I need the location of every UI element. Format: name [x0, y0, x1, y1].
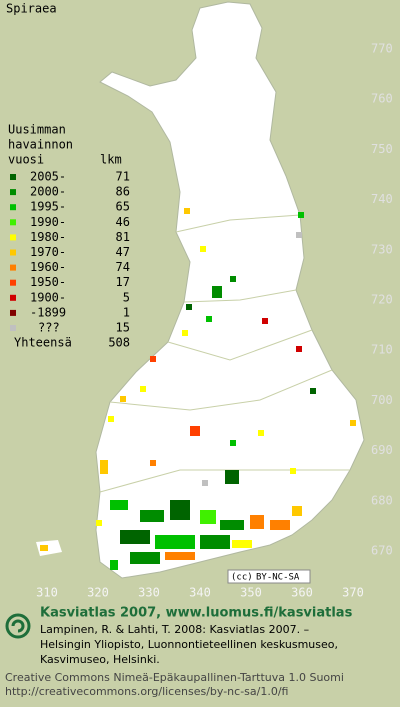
x-grid-label: 350 [240, 586, 262, 600]
legend-label: -1899 [30, 305, 66, 319]
y-grid-label: 670 [371, 544, 393, 558]
legend-swatch [10, 219, 16, 226]
x-grid-label: 330 [138, 586, 160, 600]
legend-swatch [10, 264, 16, 271]
x-grid-label: 360 [291, 586, 313, 600]
x-grid-label: 370 [342, 586, 364, 600]
y-grid-label: 680 [371, 493, 393, 507]
map-title: Spiraea [6, 2, 57, 16]
y-grid-label: 730 [371, 242, 393, 256]
legend-total-label: Yhteensä [14, 336, 72, 350]
legend-swatch [10, 234, 16, 241]
citation: Lampinen, R. & Lahti, T. 2008: Kasviatla… [40, 623, 309, 636]
x-grid-label: 320 [87, 586, 109, 600]
legend-swatch [10, 279, 16, 286]
legend-swatch [10, 325, 16, 331]
legend-count: 81 [116, 230, 130, 244]
legend-heading: havainnon [8, 138, 73, 152]
legend-total: 508 [108, 336, 130, 350]
aland [36, 540, 62, 556]
legend-swatch [10, 189, 16, 196]
x-grid-label: 310 [36, 586, 58, 600]
legend-label: 1990- [30, 215, 66, 229]
legend-count: 15 [116, 321, 130, 335]
legend-label: 1950- [30, 275, 66, 289]
legend-heading: Uusimman [8, 123, 66, 137]
legend-label: 1970- [30, 245, 66, 259]
legend-label: 1900- [30, 290, 66, 304]
legend-count-heading: lkm [100, 153, 122, 167]
x-grid-label: 340 [189, 586, 211, 600]
legend-count: 86 [116, 185, 130, 199]
legend-label: 1960- [30, 260, 66, 274]
y-grid-label: 770 [371, 42, 393, 56]
license-text: Creative Commons Nimeä-Epäkaupallinen-Ta… [5, 671, 344, 684]
y-grid-label: 690 [371, 443, 393, 457]
legend-label: ??? [38, 321, 60, 335]
legend-swatch [10, 294, 16, 301]
y-grid-label: 720 [371, 293, 393, 307]
logo [5, 613, 31, 639]
cc-icon: (cc) [231, 573, 253, 583]
legend-label: 1995- [30, 200, 66, 214]
legend-count: 5 [123, 290, 130, 304]
legend-count: 65 [116, 200, 130, 214]
legend-swatch [10, 204, 16, 211]
citation: Helsingin Yliopisto, Luonnontieteellinen… [40, 638, 338, 651]
legend-count: 46 [116, 215, 130, 229]
y-grid-label: 710 [371, 343, 393, 357]
legend-swatch [10, 309, 16, 316]
legend-count: 74 [116, 260, 130, 274]
legend-label: 1980- [30, 230, 66, 244]
region-borders [99, 214, 350, 493]
legend-swatch [10, 174, 16, 180]
legend-heading: vuosi [8, 153, 44, 167]
legend-count: 1 [123, 305, 130, 319]
legend-swatch [10, 249, 16, 256]
legend-label: 2000- [30, 185, 66, 199]
legend-label: 2005- [30, 170, 66, 184]
footer-title: Kasviatlas 2007, www.luomus.fi/kasviatla… [40, 606, 353, 621]
legend-count: 71 [116, 170, 130, 184]
y-grid-label: 700 [371, 393, 393, 407]
license-url: http://creativecommons.org/licenses/by-n… [5, 685, 288, 698]
y-grid-label: 750 [371, 142, 393, 156]
citation: Kasvimuseo, Helsinki. [40, 653, 160, 666]
y-grid-label: 740 [371, 192, 393, 206]
legend-count: 47 [116, 245, 130, 259]
license-badge [227, 569, 311, 584]
y-grid-label: 760 [371, 92, 393, 106]
observation-squares [40, 208, 356, 570]
finland-outline [95, 1, 365, 579]
license-badge-text: BY-NC-SA [256, 573, 300, 583]
legend-count: 17 [116, 275, 130, 289]
